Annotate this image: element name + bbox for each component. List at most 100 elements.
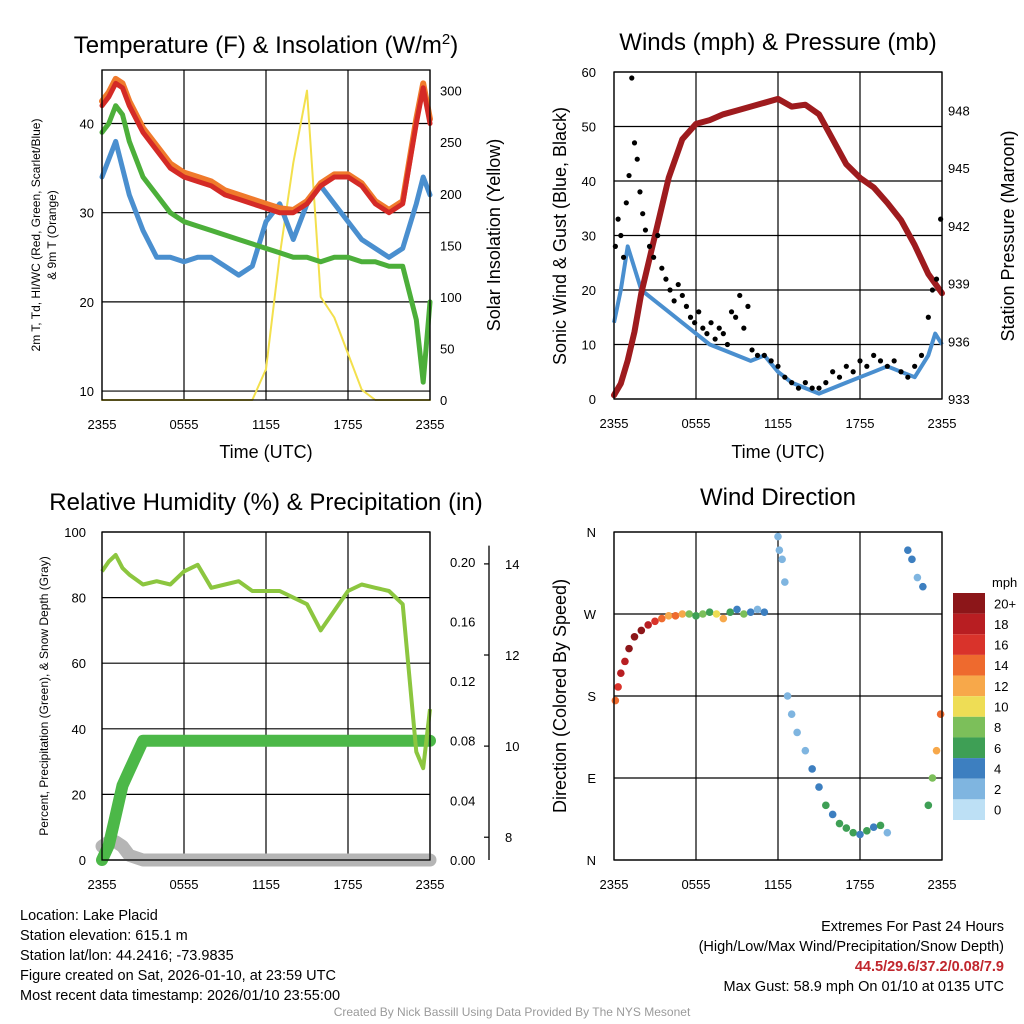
snow-ytick-label: 14: [505, 557, 519, 572]
gust-point: [816, 385, 822, 391]
pressure-ylabel: Station Pressure (Maroon): [998, 130, 1018, 341]
gust-point: [795, 385, 802, 391]
direction-point: [856, 830, 864, 839]
direction-point: [815, 783, 823, 791]
colorbar-label: 16: [994, 638, 1008, 653]
direction-point: [778, 555, 786, 564]
temperature-xtick-label: 1755: [334, 417, 363, 432]
direction-point: [835, 819, 844, 828]
direction-ylabel: Direction (Colored By Speed): [550, 579, 570, 813]
precip-ytick-label: 0.08: [450, 734, 475, 749]
winds-xtick-label: 1155: [764, 416, 792, 431]
temperature-xtick-label: 2355: [88, 417, 117, 432]
direction-point: [719, 614, 728, 623]
direction-point: [919, 582, 927, 591]
winds-ytick-label: 60: [582, 65, 596, 80]
gust-point: [667, 287, 673, 293]
gust-point: [687, 314, 694, 320]
colorbar-swatch: [953, 778, 985, 800]
gust-point: [891, 358, 897, 364]
temperature-ytick-label: 40: [80, 117, 94, 132]
gust-point: [737, 292, 743, 299]
winds-xtick-label: 2355: [600, 416, 629, 431]
colorbar-swatch: [953, 634, 985, 655]
direction-xtick-label: 1155: [764, 877, 792, 892]
humidity-ytick-label: 60: [72, 656, 86, 671]
gust-point: [905, 374, 911, 380]
winds-xtick-label: 0555: [682, 416, 711, 431]
gust-point: [728, 309, 735, 315]
precip-ytick-label: 0.16: [450, 614, 475, 629]
gust-point: [700, 325, 706, 331]
direction-point: [614, 683, 622, 691]
precip-ytick-label: 0.12: [450, 674, 475, 689]
winds-title: Winds (mph) & Pressure (mb): [619, 29, 936, 56]
station-elevation: Station elevation: 615.1 m: [20, 928, 188, 944]
gust-point: [640, 211, 646, 217]
gust-point: [724, 341, 731, 348]
colorbar-label: 10: [994, 700, 1008, 715]
gust-point: [692, 320, 698, 326]
direction-ticks: N E S W N 2355 0555 1155 1755 2355: [584, 525, 957, 892]
extremes-values: 44.5/29.6/37.2/0.08/7.9: [854, 959, 1004, 975]
winds-ytick-label: 30: [582, 229, 596, 244]
solar-ytick-label: 150: [440, 238, 462, 253]
temperature-xtick-label: 1155: [252, 417, 280, 432]
gust-point: [754, 352, 761, 358]
gust-point: [789, 380, 795, 386]
credit-line: Created By Nick Bassill Using Data Provi…: [333, 1005, 691, 1019]
temperature-ylabel-line1: 2m T, Td, HI/WC (Red, Green, Scarlet/Blu…: [29, 119, 43, 352]
gust-point: [620, 254, 627, 260]
station-latlon: Station lat/lon: 44.2416; -73.9835: [20, 948, 234, 964]
direction-point: [760, 608, 769, 616]
direction-point: [651, 617, 659, 626]
gust-point: [809, 385, 815, 391]
direction-point: [753, 605, 762, 614]
gust-point: [696, 309, 702, 315]
direction-point: [699, 610, 707, 618]
temperature-ytick-label: 20: [80, 295, 94, 310]
solar-ytick-label: 0: [440, 393, 447, 408]
direction-ytick-label: N: [587, 525, 596, 540]
colorbar-swatch: [953, 799, 985, 820]
extremes-info: Extremes For Past 24 Hours (High/Low/Max…: [699, 917, 1004, 997]
gust-point: [768, 358, 774, 364]
temperature-xlabel: Time (UTC): [219, 442, 312, 462]
direction-point: [822, 801, 830, 810]
gust-point: [933, 276, 940, 282]
gust-point: [884, 363, 890, 369]
direction-point: [924, 801, 933, 810]
direction-point: [808, 765, 816, 773]
figure-created: Figure created on Sat, 2026-01-10, at 23…: [20, 968, 336, 984]
gust-point: [802, 380, 808, 386]
humidity-series-relative-humidity: [100, 553, 432, 771]
colorbar-label: 14: [994, 658, 1008, 673]
gust-point: [761, 352, 767, 358]
gust-point: [775, 363, 781, 369]
winds-series-sonic-wind: [612, 244, 944, 396]
temperature-series-dewpoint: [99, 103, 433, 385]
snow-ytick-label: 8: [505, 830, 512, 845]
gust-point: [651, 254, 657, 260]
humidity-xtick-label: 2355: [416, 877, 445, 892]
gust-point: [675, 281, 681, 288]
direction-point: [783, 692, 792, 700]
gust-point: [850, 369, 856, 375]
solar-ytick-label: 50: [440, 341, 454, 356]
humidity-ticks: 0 20 40 60 80 100 0.00 0.04 0.08 0.12 0.16 0.20 8 10 1…: [64, 525, 519, 892]
winds-ytick-label: 40: [582, 174, 596, 189]
winds-ylabel: Sonic Wind & Gust (Blue, Black): [550, 107, 570, 365]
direction-point: [932, 746, 941, 755]
gust-point: [877, 358, 884, 364]
colorbar-label: 20+: [994, 596, 1016, 611]
direction-point: [801, 746, 810, 755]
direction-point: [705, 608, 714, 616]
gust-point: [925, 314, 931, 320]
winds-plot-frame: [613, 71, 943, 400]
direction-point: [781, 578, 789, 586]
station-info: Location: Lake Placid Station elevation:…: [20, 906, 340, 1006]
gust-point: [929, 287, 936, 293]
humidity-xtick-label: 1155: [252, 877, 280, 892]
humidity-ytick-label: 40: [72, 722, 86, 737]
